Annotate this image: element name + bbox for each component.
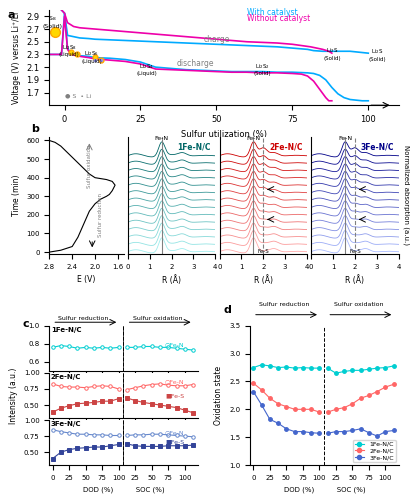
Text: With catalyst: With catalyst bbox=[247, 8, 298, 17]
X-axis label: DOD (%)          SOC (%): DOD (%) SOC (%) bbox=[83, 486, 164, 493]
Y-axis label: Normalized absorption (a.u.): Normalized absorption (a.u.) bbox=[403, 146, 410, 246]
Text: Li$_2$S$_2$
(Solid): Li$_2$S$_2$ (Solid) bbox=[253, 62, 271, 76]
X-axis label: E (V): E (V) bbox=[77, 275, 96, 284]
X-axis label: DOD (%)          SOC (%): DOD (%) SOC (%) bbox=[284, 486, 365, 493]
Text: Li$_2$S$_4$
(Liquid): Li$_2$S$_4$ (Liquid) bbox=[136, 62, 157, 76]
Text: Fe-N: Fe-N bbox=[155, 136, 169, 141]
Text: ■Fe-S: ■Fe-S bbox=[165, 440, 184, 444]
Text: Sulfur oxidation: Sulfur oxidation bbox=[87, 144, 92, 188]
Y-axis label: Oxidation state: Oxidation state bbox=[215, 366, 224, 425]
Text: Fe-N: Fe-N bbox=[246, 136, 261, 141]
Text: Li$_2$S$_8$
(Liquid): Li$_2$S$_8$ (Liquid) bbox=[59, 42, 79, 58]
Y-axis label: Time (min): Time (min) bbox=[12, 174, 21, 216]
Text: 1Fe-N/C: 1Fe-N/C bbox=[178, 142, 211, 152]
Text: ○Fe-N: ○Fe-N bbox=[165, 380, 185, 384]
Text: Sulfur reduction: Sulfur reduction bbox=[259, 302, 309, 308]
Text: ■Fe-S: ■Fe-S bbox=[165, 394, 184, 398]
Text: 3Fe-N/C: 3Fe-N/C bbox=[51, 422, 81, 428]
Text: b: b bbox=[31, 124, 39, 134]
Text: S$_8$
(Solid): S$_8$ (Solid) bbox=[42, 14, 62, 29]
Text: c: c bbox=[23, 319, 29, 329]
Text: Fe-S: Fe-S bbox=[257, 249, 269, 254]
X-axis label: R (Å): R (Å) bbox=[162, 275, 181, 285]
X-axis label: R (Å): R (Å) bbox=[254, 275, 273, 285]
Text: Sulfur oxidation: Sulfur oxidation bbox=[133, 316, 182, 320]
Y-axis label: Intensity (a.u.): Intensity (a.u.) bbox=[9, 367, 18, 424]
Text: 3Fe-N/C: 3Fe-N/C bbox=[361, 142, 394, 152]
Text: ○Fe-N: ○Fe-N bbox=[165, 430, 185, 434]
Text: 1Fe-N/C: 1Fe-N/C bbox=[51, 327, 81, 333]
Text: d: d bbox=[223, 305, 231, 315]
Text: a: a bbox=[7, 10, 15, 20]
Text: discharge: discharge bbox=[176, 59, 214, 68]
Text: Li$_2$S
(Solid): Li$_2$S (Solid) bbox=[369, 47, 386, 62]
Text: Sulfur reduction: Sulfur reduction bbox=[98, 193, 103, 237]
Text: Li$_2$S
(Solid): Li$_2$S (Solid) bbox=[323, 46, 341, 60]
Text: Fe-S: Fe-S bbox=[349, 249, 361, 254]
Text: charge: charge bbox=[203, 34, 230, 43]
Text: 2Fe-N/C: 2Fe-N/C bbox=[269, 142, 302, 152]
Text: Sulfur reduction: Sulfur reduction bbox=[58, 316, 109, 320]
X-axis label: R (Å): R (Å) bbox=[345, 275, 365, 285]
Text: Without catalyst: Without catalyst bbox=[247, 14, 310, 24]
Text: ● S  • Li: ● S • Li bbox=[65, 94, 91, 98]
Text: Li$_2$S$_6$
(Liquid): Li$_2$S$_6$ (Liquid) bbox=[81, 49, 102, 64]
Text: Fe-N: Fe-N bbox=[338, 136, 352, 141]
Text: 2Fe-N/C: 2Fe-N/C bbox=[51, 374, 81, 380]
X-axis label: Sulfur utilization (%): Sulfur utilization (%) bbox=[181, 130, 267, 138]
Text: Sulfur oxidation: Sulfur oxidation bbox=[334, 302, 383, 308]
Legend: 1Fe-N/C, 2Fe-N/C, 3Fe-N/C: 1Fe-N/C, 2Fe-N/C, 3Fe-N/C bbox=[353, 440, 395, 462]
Text: ○Fe-N: ○Fe-N bbox=[165, 342, 185, 347]
Y-axis label: Voltage (V) versus Li⁺/Li: Voltage (V) versus Li⁺/Li bbox=[12, 12, 21, 104]
